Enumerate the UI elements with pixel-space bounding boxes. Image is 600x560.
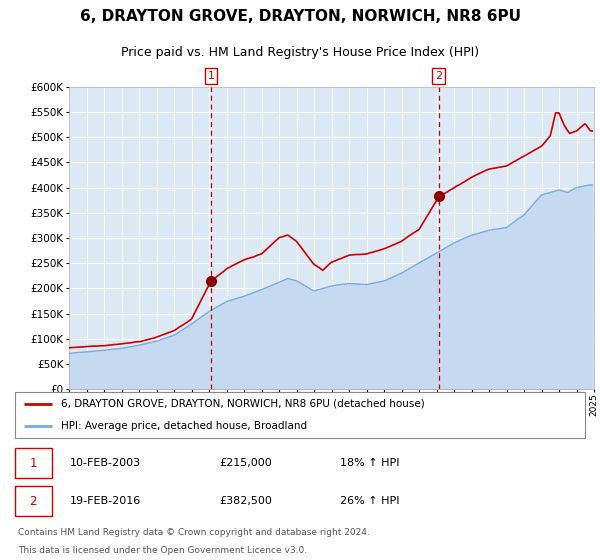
Text: 2: 2 — [435, 71, 442, 81]
Text: 19-FEB-2016: 19-FEB-2016 — [70, 496, 141, 506]
Bar — [15, 486, 52, 516]
Text: £215,000: £215,000 — [220, 458, 272, 468]
Text: This data is licensed under the Open Government Licence v3.0.: This data is licensed under the Open Gov… — [18, 547, 307, 556]
Text: 26% ↑ HPI: 26% ↑ HPI — [340, 496, 400, 506]
Text: 1: 1 — [208, 71, 214, 81]
Text: £382,500: £382,500 — [220, 496, 272, 506]
Text: Price paid vs. HM Land Registry's House Price Index (HPI): Price paid vs. HM Land Registry's House … — [121, 46, 479, 59]
Text: 6, DRAYTON GROVE, DRAYTON, NORWICH, NR8 6PU: 6, DRAYTON GROVE, DRAYTON, NORWICH, NR8 … — [79, 8, 521, 24]
Text: 6, DRAYTON GROVE, DRAYTON, NORWICH, NR8 6PU (detached house): 6, DRAYTON GROVE, DRAYTON, NORWICH, NR8 … — [61, 399, 425, 409]
Bar — [15, 448, 52, 478]
Text: Contains HM Land Registry data © Crown copyright and database right 2024.: Contains HM Land Registry data © Crown c… — [18, 528, 370, 537]
Text: HPI: Average price, detached house, Broadland: HPI: Average price, detached house, Broa… — [61, 421, 307, 431]
Text: 1: 1 — [29, 456, 37, 470]
Text: 2: 2 — [29, 494, 37, 508]
Text: 18% ↑ HPI: 18% ↑ HPI — [340, 458, 400, 468]
Text: 10-FEB-2003: 10-FEB-2003 — [70, 458, 141, 468]
